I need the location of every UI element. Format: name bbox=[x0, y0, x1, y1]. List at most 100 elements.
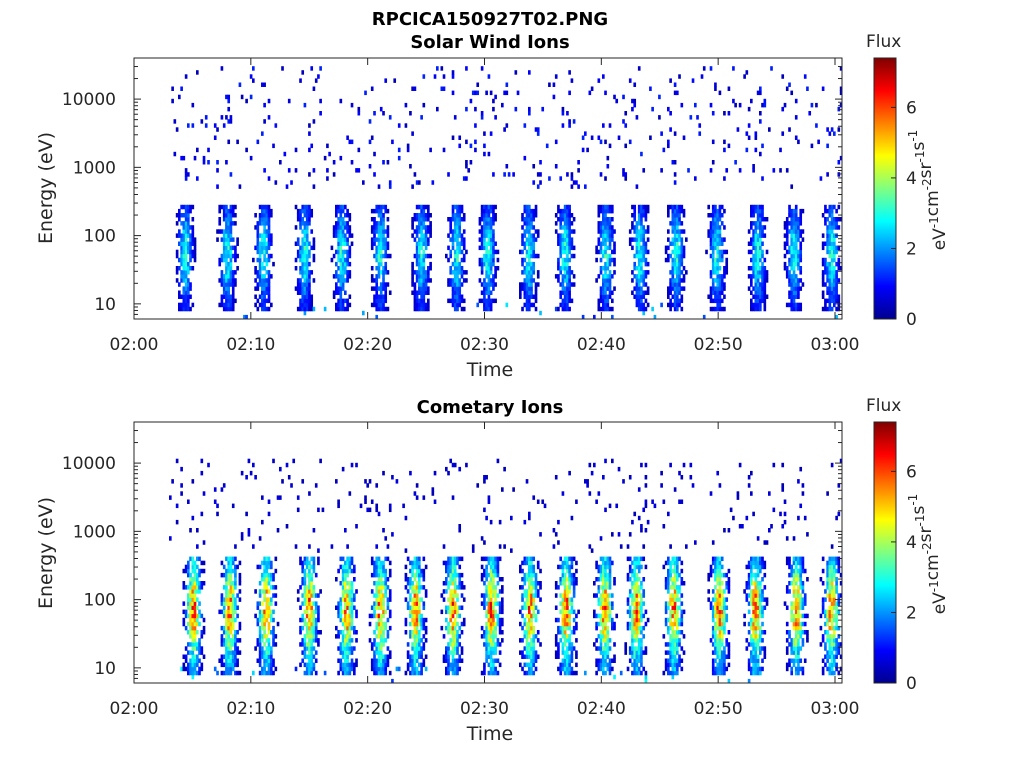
heatmap-cell bbox=[799, 286, 803, 291]
heatmap-cell bbox=[492, 282, 495, 287]
heatmap-cell bbox=[413, 613, 417, 619]
heatmap-cell bbox=[485, 634, 488, 639]
heatmap-cell bbox=[373, 568, 376, 574]
heatmap-cell bbox=[196, 621, 199, 627]
heatmap-cell bbox=[379, 294, 383, 299]
heatmap-cell bbox=[797, 286, 800, 291]
heatmap-cell bbox=[418, 249, 421, 255]
heatmap-cell bbox=[178, 94, 181, 100]
heatmap-cell bbox=[460, 282, 464, 287]
heatmap-cell bbox=[745, 70, 749, 75]
heatmap-cell bbox=[566, 249, 569, 255]
heatmap-cell bbox=[225, 646, 228, 651]
heatmap-cell bbox=[759, 282, 762, 287]
heatmap-cell bbox=[198, 556, 201, 562]
heatmap-cell bbox=[642, 208, 646, 214]
heatmap-cell bbox=[189, 225, 192, 230]
heatmap-cell bbox=[305, 298, 309, 304]
heatmap-cell bbox=[492, 261, 495, 267]
heatmap-cell bbox=[191, 630, 195, 635]
heatmap-cell bbox=[566, 213, 569, 218]
heatmap-cell bbox=[229, 294, 233, 299]
heatmap-cell bbox=[480, 564, 484, 570]
heatmap-cell bbox=[220, 593, 224, 598]
heatmap-cell bbox=[462, 253, 466, 259]
heatmap-cell bbox=[678, 290, 681, 295]
heatmap-cell bbox=[310, 593, 314, 598]
heatmap-cell bbox=[604, 302, 607, 308]
heatmap-cell bbox=[189, 658, 192, 663]
heatmap-cell bbox=[451, 654, 455, 659]
heatmap-cell bbox=[225, 654, 228, 659]
heatmap-cell bbox=[456, 233, 459, 238]
heatmap-cell bbox=[483, 306, 486, 312]
heatmap-cell bbox=[833, 253, 836, 259]
heatmap-cell bbox=[184, 654, 188, 659]
heatmap-cell bbox=[449, 298, 453, 304]
heatmap-cell bbox=[344, 270, 347, 275]
heatmap-cell bbox=[635, 245, 639, 251]
heatmap-cell bbox=[756, 233, 760, 238]
heatmap-cell bbox=[344, 666, 347, 672]
heatmap-cell bbox=[480, 115, 484, 120]
heatmap-cell bbox=[308, 666, 311, 672]
heatmap-cell bbox=[837, 302, 841, 308]
heatmap-cell bbox=[489, 581, 493, 586]
heatmap-cell bbox=[599, 257, 603, 263]
heatmap-cell bbox=[227, 261, 231, 267]
heatmap-cell bbox=[258, 204, 262, 210]
heatmap-cell bbox=[673, 270, 677, 275]
heatmap-cell bbox=[413, 270, 417, 275]
heatmap-cell bbox=[756, 306, 760, 312]
heatmap-cell bbox=[671, 294, 675, 299]
heatmap-cell bbox=[561, 249, 565, 255]
heatmap-cell bbox=[489, 556, 493, 562]
heatmap-cell bbox=[344, 213, 347, 218]
heatmap-cell bbox=[525, 638, 529, 643]
heatmap-cell bbox=[828, 302, 832, 308]
heatmap-cell bbox=[716, 245, 720, 251]
heatmap-cell bbox=[451, 662, 455, 668]
heatmap-cell bbox=[229, 585, 233, 590]
heatmap-cell bbox=[597, 274, 601, 279]
heatmap-cell bbox=[528, 581, 531, 586]
heatmap-cell bbox=[357, 111, 361, 116]
heatmap-cells bbox=[169, 458, 842, 683]
heatmap-cell bbox=[202, 654, 206, 659]
heatmap-cell bbox=[826, 298, 829, 304]
heatmap-cell bbox=[263, 593, 266, 598]
heatmap-cell bbox=[523, 204, 527, 210]
heatmap-cell bbox=[187, 642, 190, 647]
heatmap-cell bbox=[379, 642, 383, 647]
heatmap-cell bbox=[220, 597, 224, 602]
heatmap-cell bbox=[375, 221, 379, 226]
heatmap-cell bbox=[456, 556, 459, 562]
heatmap-cell bbox=[530, 208, 533, 214]
heatmap-cell bbox=[182, 290, 186, 295]
heatmap-cell bbox=[662, 147, 666, 153]
heatmap-cell bbox=[191, 560, 195, 566]
heatmap-cell bbox=[193, 662, 197, 668]
heatmap-cell bbox=[337, 298, 340, 304]
heatmap-cell bbox=[534, 294, 538, 299]
heatmap-cell bbox=[377, 605, 381, 610]
heatmap-cell bbox=[458, 577, 462, 582]
heatmap-cell bbox=[528, 204, 531, 210]
heatmap-cell bbox=[720, 204, 724, 210]
heatmap-cell bbox=[339, 266, 343, 271]
heatmap-cell bbox=[337, 208, 340, 214]
heatmap-cell bbox=[532, 164, 536, 169]
heatmap-cell bbox=[642, 245, 646, 251]
heatmap-cell bbox=[344, 605, 347, 610]
heatmap-cell bbox=[451, 294, 455, 299]
heatmap-cell bbox=[382, 564, 385, 570]
heatmap-cell bbox=[263, 658, 266, 663]
heatmap-cell bbox=[418, 585, 421, 590]
heatmap-cell bbox=[263, 282, 266, 287]
heatmap-cell bbox=[317, 560, 320, 566]
heatmap-cell bbox=[227, 662, 231, 668]
heatmap-cell bbox=[635, 241, 639, 246]
heatmap-cell bbox=[270, 208, 273, 214]
heatmap-cell bbox=[453, 225, 457, 230]
heatmap-cell bbox=[830, 253, 834, 259]
